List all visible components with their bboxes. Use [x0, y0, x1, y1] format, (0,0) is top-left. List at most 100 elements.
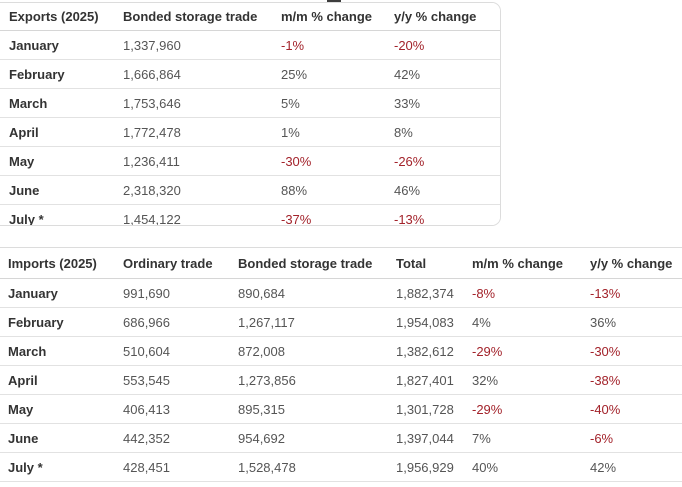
table-cell: -30% [590, 336, 682, 366]
row-month-label: July * [9, 211, 44, 226]
table-cell: 2,318,320 [123, 175, 281, 205]
table-cell: 1,882,374 [396, 278, 472, 308]
table-row: April 1,772,478 1% 8% [0, 117, 500, 147]
row-month-label: July * [0, 452, 123, 482]
table-cell: 40% [472, 452, 590, 482]
exports-col-bonded-storage-trade: Bonded storage trade [123, 3, 281, 31]
table-cell: 428,451 [123, 452, 238, 482]
table-row: January 991,690 890,684 1,882,374 -8% -13% [0, 278, 682, 308]
imports-data-table: Imports (2025) Ordinary trade Bonded sto… [0, 247, 682, 482]
table-cell: 1,337,960 [123, 30, 281, 60]
imports-col-mm-change: m/m % change [472, 247, 590, 279]
imports-title: Imports (2025) [0, 247, 123, 279]
exports-table-header: Exports (2025) Bonded storage trade m/m … [0, 3, 500, 31]
table-row: June 442,352 954,692 1,397,044 7% -6% [0, 423, 682, 453]
imports-col-yy-change: y/y % change [590, 247, 682, 279]
table-cell: 890,684 [238, 278, 396, 308]
table-cell: 25% [281, 59, 394, 89]
imports-table: Imports (2025) Ordinary trade Bonded sto… [0, 247, 682, 487]
table-cell: 1,528,478 [238, 452, 396, 482]
table-cell: 1,301,728 [396, 394, 472, 424]
table-cell: 4% [472, 307, 590, 337]
table-cell: 1,267,117 [238, 307, 396, 337]
imports-table-body: January 991,690 890,684 1,882,374 -8% -13% Feb… [0, 278, 682, 482]
table-row: March 510,604 872,008 1,382,612 -29% -30% [0, 336, 682, 366]
row-month-label: January [0, 30, 123, 60]
row-month-label: May [0, 146, 123, 176]
row-month-label: February [0, 59, 123, 89]
table-cell: 1,454,122 [123, 211, 181, 226]
table-cell: -29% [472, 394, 590, 424]
table-cell: 88% [281, 175, 394, 205]
table-cell: 1% [281, 117, 394, 147]
row-month-label: May [0, 394, 123, 424]
row-month-label: June [0, 423, 123, 453]
table-cell: 991,690 [123, 278, 238, 308]
table-cell: 954,692 [238, 423, 396, 453]
row-month-label: January [0, 278, 123, 308]
table-cell: 895,315 [238, 394, 396, 424]
row-month-label: June [0, 175, 123, 205]
table-cell: 510,604 [123, 336, 238, 366]
table-cell: -26% [394, 146, 500, 176]
row-month-label: March [0, 336, 123, 366]
table-cell: 1,772,478 [123, 117, 281, 147]
table-row: March 1,753,646 5% 33% [0, 88, 500, 118]
exports-col-mm-change: m/m % change [281, 3, 394, 31]
imports-table-header: Imports (2025) Ordinary trade Bonded sto… [0, 247, 682, 279]
table-cell: 32% [472, 365, 590, 395]
table-cell: 1,382,612 [396, 336, 472, 366]
imports-col-ordinary-trade: Ordinary trade [123, 247, 238, 279]
table-cell: 406,413 [123, 394, 238, 424]
exports-table: Exports (2025) Bonded storage trade m/m … [0, 2, 501, 226]
table-cell: 36% [590, 307, 682, 337]
table-cell: 442,352 [123, 423, 238, 453]
table-cell: 1,954,083 [396, 307, 472, 337]
table-cell: 1,753,646 [123, 88, 281, 118]
row-month-label: March [0, 88, 123, 118]
table-row: July * 428,451 1,528,478 1,956,929 40% 42% [0, 452, 682, 482]
table-cell: -40% [590, 394, 682, 424]
table-cell: -8% [472, 278, 590, 308]
table-cell: 872,008 [238, 336, 396, 366]
imports-header-row: Imports (2025) Ordinary trade Bonded sto… [0, 247, 682, 279]
table-cell: -38% [590, 365, 682, 395]
table-row: June 2,318,320 88% 46% [0, 175, 500, 205]
table-cell: 42% [394, 59, 500, 89]
table-cell: 1,666,864 [123, 59, 281, 89]
table-cell: 5% [281, 88, 394, 118]
exports-header-row: Exports (2025) Bonded storage trade m/m … [0, 3, 500, 31]
exports-col-yy-change: y/y % change [394, 3, 500, 31]
table-row: February 1,666,864 25% 42% [0, 59, 500, 89]
row-month-label: February [0, 307, 123, 337]
exports-title: Exports (2025) [0, 3, 123, 31]
table-cell: 7% [472, 423, 590, 453]
table-cell: -20% [394, 30, 500, 60]
table-cell: -6% [590, 423, 682, 453]
cropped-title-fragment [327, 0, 341, 3]
table-row: April 553,545 1,273,856 1,827,401 32% -38% [0, 365, 682, 395]
table-cell: 1,273,856 [238, 365, 396, 395]
table-cell: 1,236,411 [123, 146, 281, 176]
table-cell: -13% [590, 278, 682, 308]
table-row: February 686,966 1,267,117 1,954,083 4% 36% [0, 307, 682, 337]
table-cell: 42% [590, 452, 682, 482]
row-month-label: April [0, 365, 123, 395]
table-row: May 1,236,411 -30% -26% [0, 146, 500, 176]
exports-table-body: January 1,337,960 -1% -20% February 1,666,864… [0, 30, 500, 226]
table-row: January 1,337,960 -1% -20% [0, 30, 500, 60]
table-row: July * 1,454,122 -37% -13% [0, 205, 500, 226]
table-cell: 33% [394, 88, 500, 118]
table-cell: 553,545 [123, 365, 238, 395]
table-cell: 1,397,044 [396, 423, 472, 453]
table-cell: -13% [394, 211, 425, 226]
table-cell: 1,827,401 [396, 365, 472, 395]
table-cell: 46% [394, 175, 500, 205]
table-cell: 8% [394, 117, 500, 147]
table-cell: -37% [281, 211, 312, 226]
imports-col-bonded-storage-trade: Bonded storage trade [238, 247, 396, 279]
table-cell: 686,966 [123, 307, 238, 337]
exports-data-table: Exports (2025) Bonded storage trade m/m … [0, 3, 500, 226]
table-cell: -1% [281, 30, 394, 60]
